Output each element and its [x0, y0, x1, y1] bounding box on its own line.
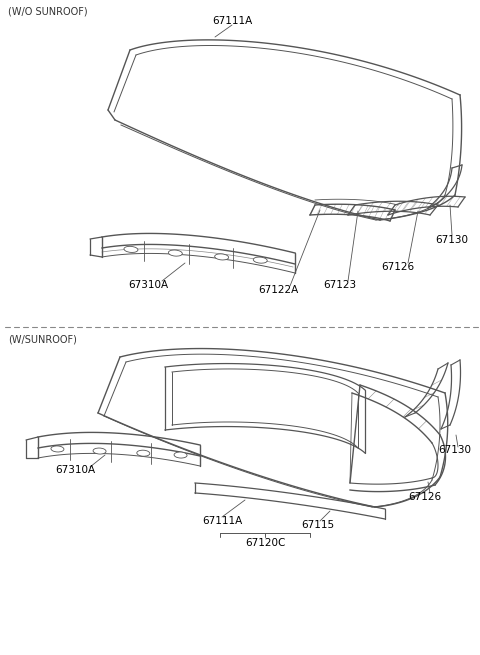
Text: 67310A: 67310A [128, 280, 168, 290]
Text: (W/SUNROOF): (W/SUNROOF) [8, 335, 77, 345]
Text: (W/O SUNROOF): (W/O SUNROOF) [8, 7, 88, 17]
Ellipse shape [174, 452, 187, 458]
Text: 67310A: 67310A [55, 465, 95, 475]
Ellipse shape [124, 246, 138, 252]
Text: 67126: 67126 [408, 492, 442, 502]
Ellipse shape [51, 446, 64, 452]
Text: 67120C: 67120C [245, 538, 285, 548]
Text: 67111A: 67111A [212, 16, 252, 26]
Text: 67111A: 67111A [202, 516, 242, 526]
Ellipse shape [93, 448, 106, 454]
Ellipse shape [253, 257, 267, 263]
Text: 67130: 67130 [439, 445, 471, 455]
Ellipse shape [137, 450, 150, 457]
Text: 67126: 67126 [382, 262, 415, 272]
Ellipse shape [168, 250, 182, 256]
Text: 67130: 67130 [435, 235, 468, 245]
Text: 67122A: 67122A [258, 285, 298, 295]
Text: 67123: 67123 [324, 280, 357, 290]
Ellipse shape [215, 254, 228, 260]
Text: 67115: 67115 [301, 520, 335, 530]
